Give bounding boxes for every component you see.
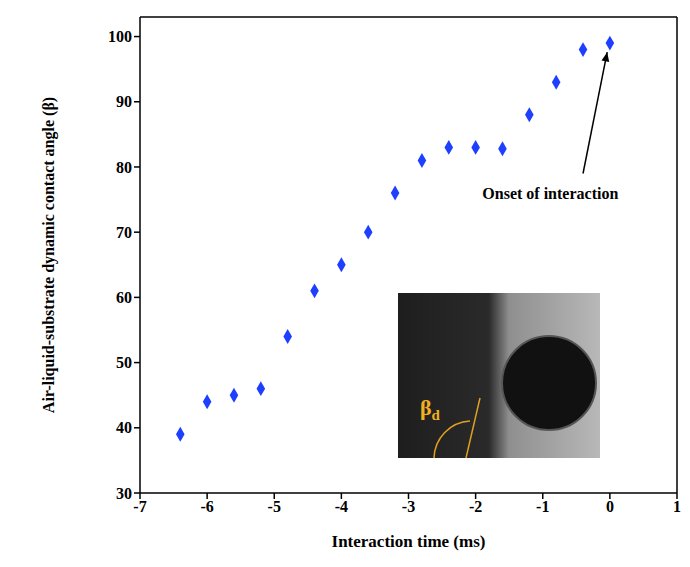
svg-text:90: 90 (116, 93, 132, 110)
svg-text:100: 100 (108, 28, 132, 45)
svg-text:Interaction time (ms): Interaction time (ms) (332, 532, 486, 551)
svg-text:0: 0 (606, 498, 614, 515)
svg-text:30: 30 (116, 485, 132, 502)
svg-text:βd: βd (420, 395, 441, 423)
svg-text:Air-liquid-substrate dynamic c: Air-liquid-substrate dynamic contact ang… (40, 97, 58, 413)
svg-text:-3: -3 (402, 498, 415, 515)
svg-text:-6: -6 (200, 498, 213, 515)
svg-text:40: 40 (116, 419, 132, 436)
svg-text:80: 80 (116, 159, 132, 176)
svg-text:-1: -1 (536, 498, 549, 515)
svg-text:-4: -4 (335, 498, 348, 515)
svg-text:Onset of interaction: Onset of interaction (482, 185, 618, 202)
svg-text:-5: -5 (268, 498, 281, 515)
svg-text:60: 60 (116, 289, 132, 306)
svg-text:-2: -2 (469, 498, 482, 515)
svg-text:1: 1 (673, 498, 681, 515)
svg-text:70: 70 (116, 224, 132, 241)
svg-text:-7: -7 (133, 498, 146, 515)
svg-text:50: 50 (116, 354, 132, 371)
